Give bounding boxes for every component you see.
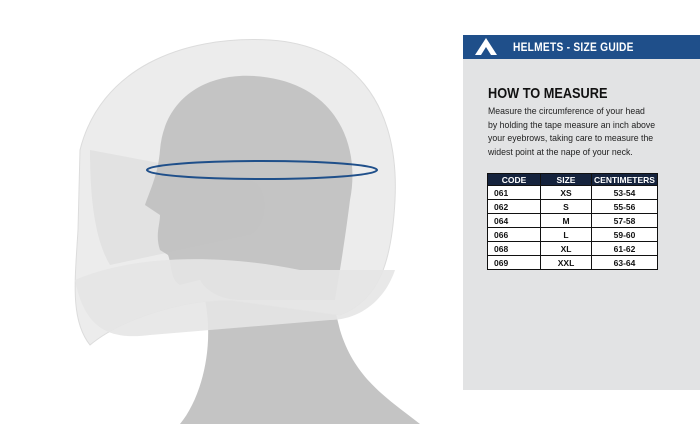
text-line: your eyebrows, taking care to measure th… (488, 133, 654, 144)
section-title: HOW TO MEASURE (488, 85, 608, 102)
table-row: 064 M 57-58 (487, 213, 658, 228)
table-cell: 53-54 (591, 185, 658, 200)
table-row: 066 L 59-60 (487, 227, 658, 242)
column-header: CENTIMETERS (591, 173, 658, 186)
column-header: CODE (487, 173, 541, 186)
table-cell: 064 (487, 213, 541, 228)
table-cell: 55-56 (591, 199, 658, 214)
size-table: CODE SIZE CENTIMETERS 061 XS 53-54 062 S 55-56 06… (487, 173, 658, 270)
table-cell: 062 (487, 199, 541, 214)
table-cell: 069 (487, 255, 541, 270)
instructions: Measure the circumference of your head by… (488, 105, 655, 159)
table-cell: 59-60 (591, 227, 658, 242)
table-cell: XXL (540, 255, 592, 270)
logo (475, 38, 497, 55)
header-bar: HELMETS - SIZE GUIDE (463, 35, 700, 59)
table-row: 062 S 55-56 (487, 199, 658, 214)
table-cell: XL (540, 241, 592, 256)
table-cell: L (540, 227, 592, 242)
table-cell: 068 (487, 241, 541, 256)
tape-measure (146, 160, 378, 180)
table-row: 069 XXL 63-64 (487, 255, 658, 270)
text-line: by holding the tape measure an inch abov… (488, 119, 656, 131)
chin-guard (75, 259, 395, 337)
text-line: widest point at the nape of your neck. (488, 146, 633, 158)
table-cell: S (540, 199, 592, 214)
table-cell: XS (540, 185, 592, 200)
size-guide-panel: HELMETS - SIZE GUIDE HOW TO MEASURE Meas… (463, 35, 700, 390)
helmet-illustration (74, 39, 420, 424)
table-cell: M (540, 213, 592, 228)
table-cell: 061 (487, 185, 541, 200)
table-cell: 63-64 (591, 255, 658, 270)
table-cell: 61-62 (591, 241, 658, 256)
table-cell: 066 (487, 227, 541, 242)
header-title: HELMETS - SIZE GUIDE (513, 40, 634, 54)
column-header: SIZE (540, 173, 592, 186)
table-row: 068 XL 61-62 (487, 241, 658, 256)
table-row: 061 XS 53-54 (487, 185, 658, 200)
table-cell: 57-58 (591, 213, 658, 228)
head (145, 75, 353, 300)
text-line: Measure the circumference of your head (488, 106, 645, 117)
